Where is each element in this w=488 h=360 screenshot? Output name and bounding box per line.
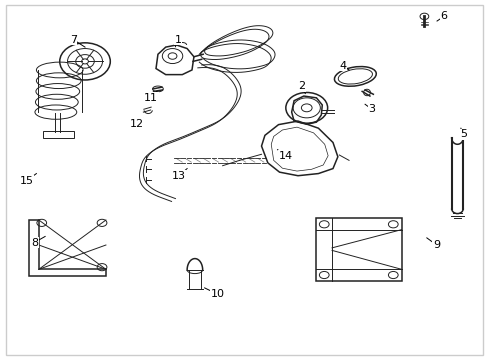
Text: 2: 2 xyxy=(298,81,305,91)
Text: 12: 12 xyxy=(129,118,143,129)
Text: 8: 8 xyxy=(31,238,38,248)
Text: 4: 4 xyxy=(339,61,346,71)
Text: 9: 9 xyxy=(432,240,439,250)
Text: 10: 10 xyxy=(210,289,224,299)
Text: 15: 15 xyxy=(20,176,34,186)
Text: 5: 5 xyxy=(459,129,466,139)
Text: 11: 11 xyxy=(144,93,158,103)
Text: 7: 7 xyxy=(70,35,77,45)
Text: 1: 1 xyxy=(174,35,181,45)
Text: 14: 14 xyxy=(278,151,292,161)
Bar xyxy=(42,131,74,138)
Text: 3: 3 xyxy=(367,104,375,114)
Text: 6: 6 xyxy=(440,12,447,21)
Text: 13: 13 xyxy=(171,171,185,181)
